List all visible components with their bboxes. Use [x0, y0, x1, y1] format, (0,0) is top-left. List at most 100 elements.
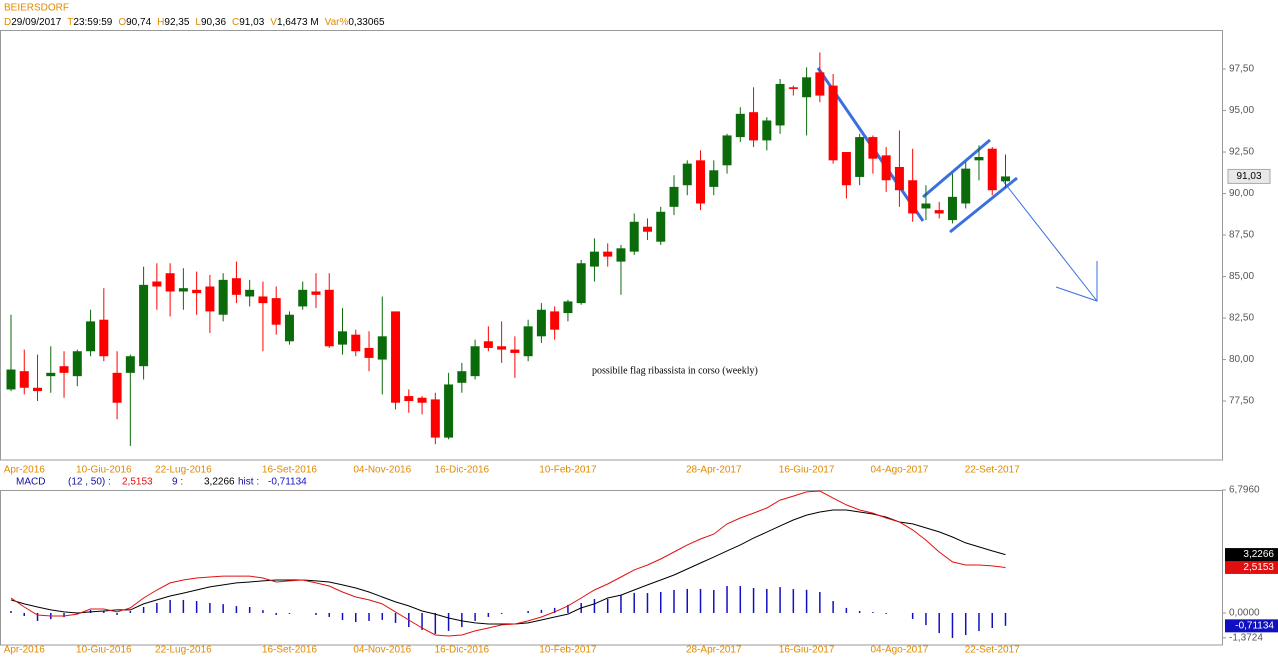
x-tick-label: 04-Ago-2017 — [871, 645, 929, 656]
candle-body — [497, 346, 507, 350]
y-tick-label: 87,50 — [1229, 230, 1254, 241]
x-tick-label: 10-Feb-2017 — [539, 645, 597, 656]
field-value: 0,33065 — [348, 17, 385, 28]
macd-value: 2,5153 — [122, 477, 153, 488]
candle-body — [178, 288, 188, 292]
candle-body — [709, 170, 719, 187]
candle-body — [430, 399, 440, 438]
y-tick-label: 80,00 — [1229, 354, 1254, 365]
field-value: 23:59:59 — [73, 17, 112, 28]
last-price-label: 91,03 — [1236, 171, 1261, 182]
candle-body — [19, 371, 29, 388]
x-tick-label: 10-Feb-2017 — [539, 465, 597, 476]
macd-title: MACD — [16, 477, 45, 488]
x-tick-label: Apr-2016 — [4, 465, 46, 476]
candle-body — [696, 160, 706, 204]
candle-body — [855, 137, 865, 177]
candle-body — [536, 309, 546, 337]
candle-body — [338, 331, 347, 345]
x-tick-label: 28-Apr-2017 — [686, 645, 742, 656]
candle-body — [947, 196, 957, 221]
value-box — [1225, 560, 1278, 574]
x-tick-label: 10-Giu-2016 — [76, 465, 132, 476]
candle-body — [934, 210, 944, 214]
x-tick-label: 22-Set-2017 — [965, 645, 1020, 656]
value-box — [1225, 548, 1278, 562]
candle-body — [364, 347, 374, 358]
candle-body — [828, 85, 838, 161]
x-tick-label: 22-Lug-2016 — [155, 465, 212, 476]
field-value: 92,35 — [164, 17, 189, 28]
last-price-box — [1227, 168, 1271, 184]
field-value: 90,74 — [126, 17, 151, 28]
macd-header: MACD (12 , 50) : 2,5153 9 : 3,2266 hist … — [16, 477, 307, 488]
field-key: V — [270, 17, 277, 28]
y-tick-label: 82,50 — [1229, 313, 1254, 324]
candle-body — [258, 296, 268, 304]
candle-body — [86, 321, 96, 352]
candle-body — [987, 148, 997, 191]
candle-body — [112, 372, 122, 403]
candle-body — [457, 371, 467, 383]
arrow-head — [1055, 261, 1098, 302]
candle-body — [603, 251, 613, 257]
candle-body — [298, 289, 308, 307]
candle-body — [576, 263, 586, 304]
candle-body — [483, 341, 493, 348]
candle-body — [72, 351, 82, 377]
candle-body — [324, 289, 334, 347]
projection-arrow — [1002, 180, 1098, 302]
candle-body — [550, 311, 560, 330]
field-key: H — [157, 17, 164, 28]
candle-body — [815, 72, 825, 96]
candle-body — [894, 166, 904, 191]
macd-params: (12 , 50) : — [68, 477, 111, 488]
y-tick-label: 0,0000 — [1229, 608, 1260, 619]
candle-body — [841, 152, 851, 186]
field-key: O — [118, 17, 126, 28]
x-tick-label: 16-Giu-2017 — [779, 645, 835, 656]
y-tick-label: 92,50 — [1229, 147, 1254, 158]
candle-body — [205, 286, 215, 312]
candle-body — [444, 384, 454, 438]
y-tick-label: -1,3724 — [1229, 632, 1263, 643]
y-tick-label: 97,50 — [1229, 64, 1254, 75]
y-tick-label: 90,00 — [1229, 188, 1254, 199]
candle-body — [974, 157, 984, 161]
y-tick-label: 95,00 — [1229, 105, 1254, 116]
candle-body — [271, 298, 281, 325]
candle-body — [881, 155, 891, 181]
candle-body — [722, 135, 732, 166]
candle-body — [735, 113, 745, 138]
candle-body — [642, 226, 652, 232]
candle-body — [231, 278, 241, 295]
candle-body — [921, 203, 931, 209]
candle-body — [99, 319, 109, 357]
symbol: BEIERSDORF — [4, 3, 69, 14]
candle-body — [245, 289, 255, 297]
x-tick-label: 04-Nov-2016 — [353, 645, 411, 656]
candle-body — [284, 314, 294, 342]
candle-body — [417, 397, 427, 403]
field-key: T — [67, 17, 73, 28]
value-box — [1225, 619, 1278, 633]
candle-body — [788, 87, 798, 89]
candle-body — [218, 279, 228, 315]
candle-body — [510, 349, 520, 353]
field-value: 90,36 — [201, 17, 226, 28]
candle-body — [669, 186, 679, 207]
candle-body — [961, 168, 971, 204]
x-tick-label: 10-Giu-2016 — [76, 645, 132, 656]
annotation: possibile flag ribassista in corso (week… — [592, 365, 758, 376]
value-box-label: 2,5153 — [1243, 562, 1274, 573]
candle-body — [868, 137, 878, 159]
candle-body — [629, 221, 639, 252]
candle-body — [59, 366, 69, 373]
candle-body — [46, 372, 56, 377]
y-tick-label: 85,00 — [1229, 271, 1254, 282]
macd-panel — [0, 490, 1223, 646]
hist-title: hist : — [238, 477, 259, 488]
y-tick-label: 77,50 — [1229, 396, 1254, 407]
